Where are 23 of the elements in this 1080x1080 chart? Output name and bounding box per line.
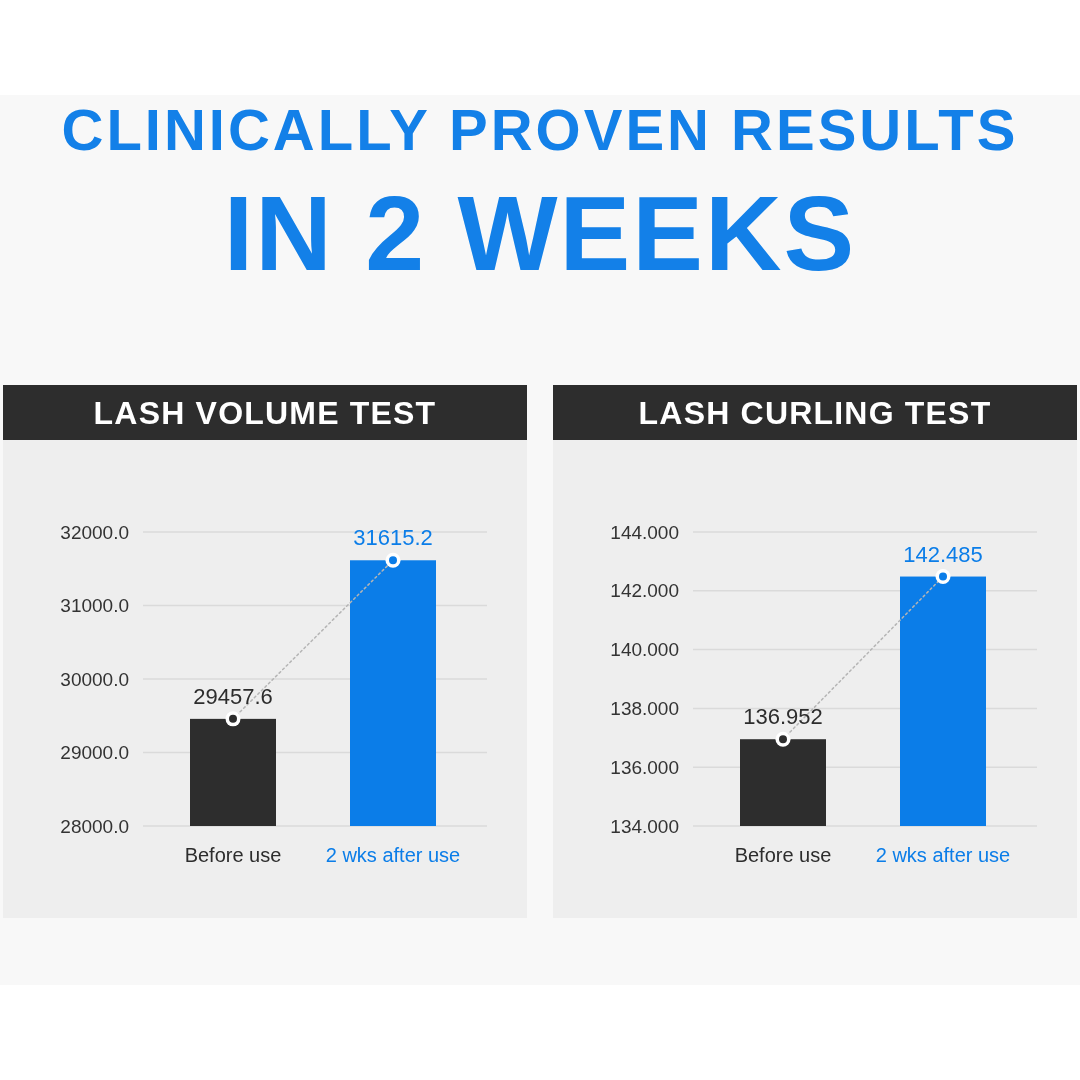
x-tick-label: 2 wks after use (875, 844, 1011, 866)
y-tick-label: 138.000 (610, 697, 679, 719)
y-tick-label: 140.000 (610, 639, 679, 661)
data-label: 142.485 (903, 541, 983, 567)
text: CLINICALLY PROVEN RESULTS (61, 97, 1019, 162)
y-tick-label: 144.000 (610, 521, 679, 543)
chart-title: LASH CURLING TEST (638, 395, 992, 431)
chart-title: LASH VOLUME TEST (93, 395, 437, 431)
y-tick-label: 32000.0 (60, 521, 129, 543)
y-tick-label: 136.000 (610, 756, 679, 778)
x-tick-label: Before use (734, 844, 832, 866)
data-label: 136.952 (743, 704, 823, 730)
x-tick-label: 2 wks after use (325, 844, 461, 866)
data-label: 31615.2 (353, 525, 433, 551)
y-tick-label: 28000.0 (60, 815, 129, 837)
text: IN 2 WEEKS (223, 174, 857, 292)
y-tick-label: 142.000 (610, 580, 679, 602)
x-tick-label: Before use (184, 844, 282, 866)
y-tick-label: 134.000 (610, 815, 679, 837)
y-tick-label: 31000.0 (60, 595, 129, 616)
y-tick-label: 29000.0 (60, 742, 129, 763)
y-tick-label: 30000.0 (60, 668, 129, 690)
data-label: 29457.6 (193, 683, 273, 709)
